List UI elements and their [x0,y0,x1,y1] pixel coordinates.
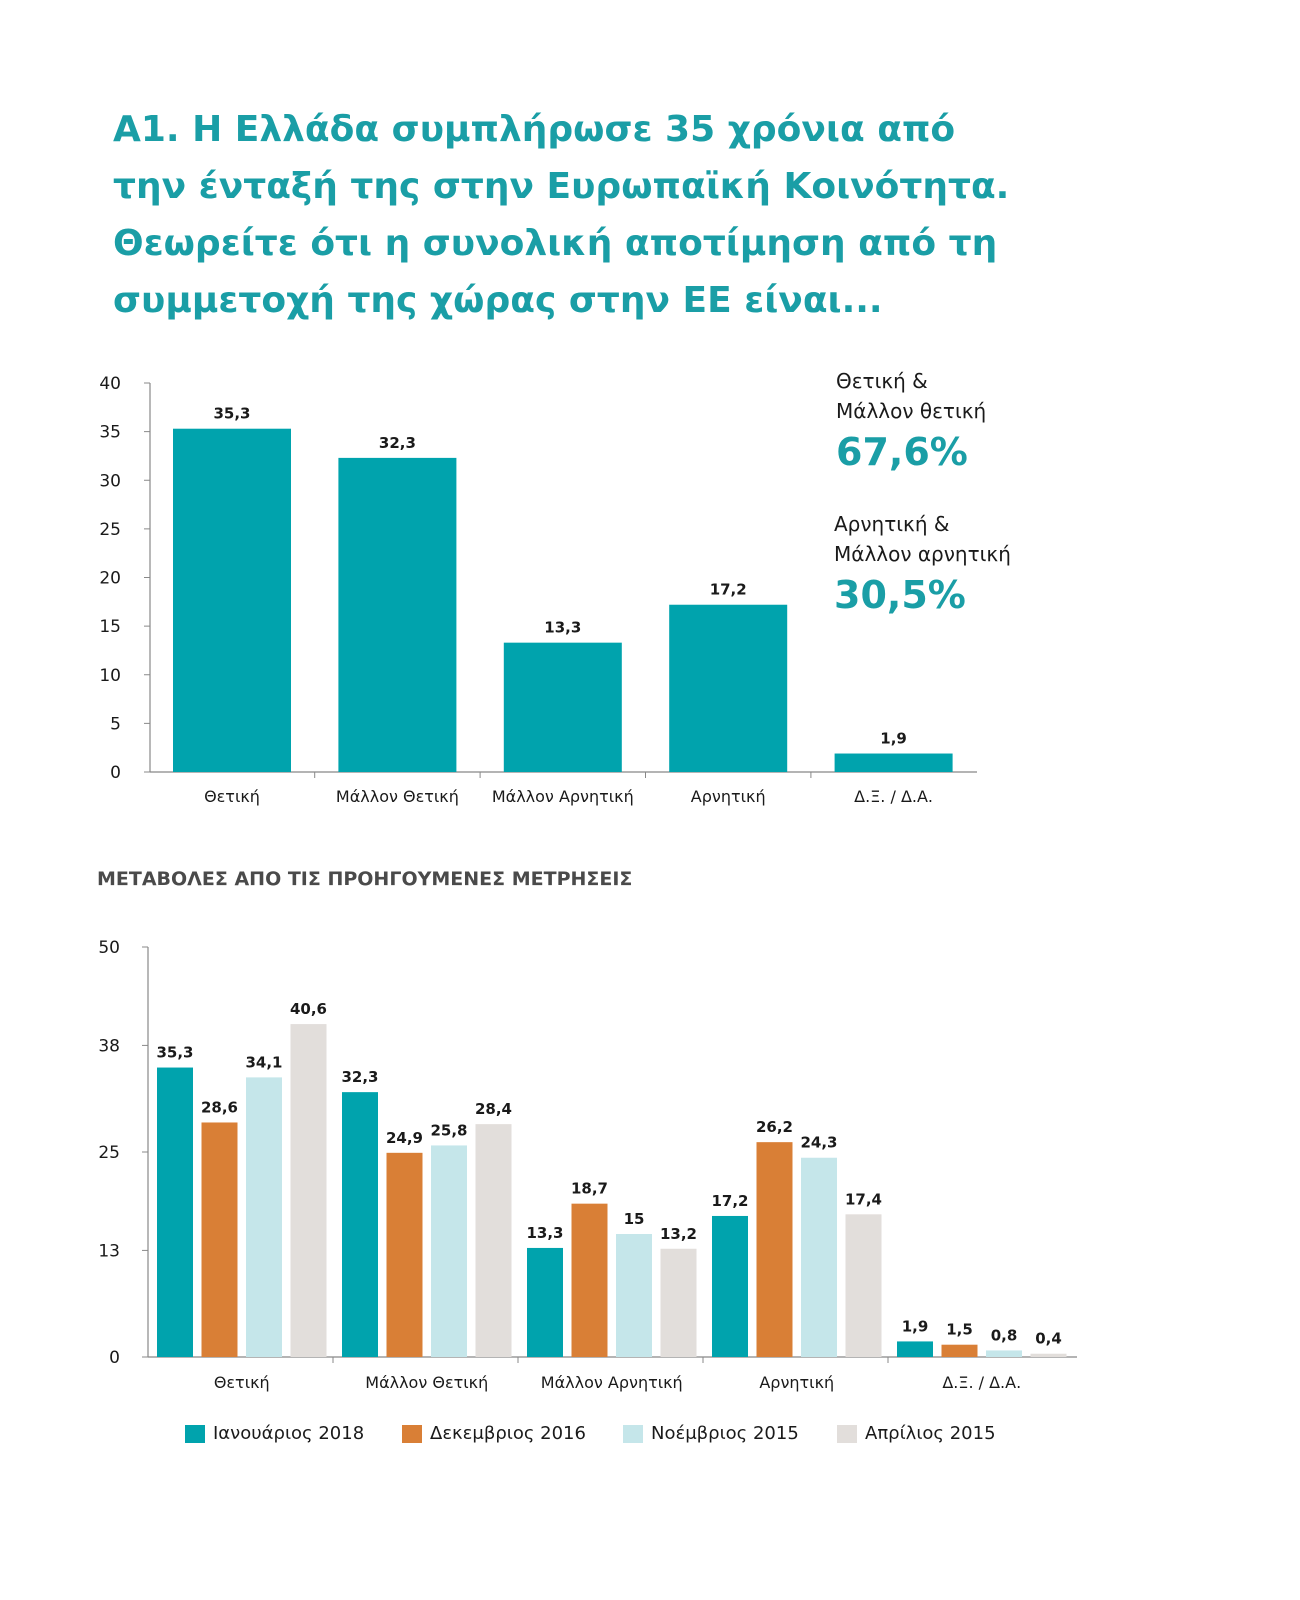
y-tick-label: 25 [98,1143,120,1163]
positive-summary-label: Μάλλον θετική [836,399,987,423]
bar [475,1124,512,1357]
positive-summary-label: Θετική & [836,369,928,393]
category-label: Αρνητική [691,787,766,806]
bar [669,604,788,772]
y-tick-label: 0 [110,763,121,783]
positive-summary-value: 67,6% [836,430,968,474]
bar [834,753,953,772]
y-tick-label: 15 [99,617,121,637]
bar [897,1341,933,1357]
title-line: Θεωρείτε ότι η συνολική αποτίμηση από τη [113,223,998,264]
y-tick-label: 50 [98,938,120,958]
y-tick-label: 40 [99,374,121,394]
bar [616,1234,652,1357]
negative-summary-label: Αρνητική & [834,512,950,536]
bar-value-label: 15 [624,1210,645,1228]
category-label: Θετική [204,787,260,806]
category-label: Μάλλον Θετική [365,1373,488,1392]
bar [756,1142,793,1357]
page-title: Α1. Η Ελλάδα συμπλήρωσε 35 χρόνια από τη… [113,101,1113,329]
bar-value-label: 35,3 [156,1044,193,1062]
y-tick-label: 13 [98,1241,120,1261]
legend-label: Νοέμβριος 2015 [651,1423,799,1444]
bar [941,1344,978,1357]
bar [338,457,457,772]
bar [571,1203,608,1357]
category-label: Δ.Ξ. / Δ.Α. [854,787,933,806]
comparison-chart: 0 13 25 38 50 35,3 28,6 34,1 40,6 Θετική 32,3 24,9 2… [98,938,1077,1392]
category-label: Δ.Ξ. / Δ.Α. [942,1373,1021,1392]
positive-summary: Θετική & Μάλλον θετική 67,6% [836,366,986,478]
legend-swatch [623,1425,643,1443]
bar-value-label: 1,5 [946,1321,973,1339]
y-tick-label: 0 [109,1348,120,1368]
bar-value-label: 28,6 [201,1098,238,1116]
legend-label: Ιανουάριος 2018 [213,1423,365,1444]
bar-value-label: 35,3 [213,405,250,423]
category-label: Μάλλον Αρνητική [541,1373,683,1392]
negative-summary-value: 30,5% [834,573,966,617]
bar [845,1214,882,1357]
bar [342,1092,378,1357]
bar [386,1152,423,1357]
title-line: την ένταξή της στην Ευρωπαϊκή Κοινότητα. [113,166,1010,207]
bar [157,1067,193,1357]
legend-label: Απρίλιος 2015 [865,1423,996,1444]
bar-value-label: 25,8 [430,1121,467,1139]
bar [290,1024,327,1357]
bar-value-label: 17,2 [710,581,747,599]
bar-value-label: 32,3 [379,434,416,452]
title-line: συμμετοχή της χώρας στην ΕΕ είναι... [113,280,883,321]
bar-value-label: 0,4 [1035,1330,1062,1348]
bar-value-label: 17,2 [711,1192,748,1210]
bar [246,1077,282,1357]
bar [201,1122,238,1357]
bar-value-label: 1,9 [880,730,907,748]
y-tick-label: 5 [110,714,121,734]
bar-value-label: 18,7 [571,1180,608,1198]
legend-swatch [185,1425,205,1443]
bar-value-label: 0,8 [991,1326,1018,1344]
bar-value-label: 1,9 [902,1317,929,1335]
bar [1030,1353,1067,1357]
bar [712,1215,748,1357]
legend-swatch [402,1425,422,1443]
negative-summary: Αρνητική & Μάλλον αρνητική 30,5% [834,509,1011,621]
y-tick-label: 10 [99,666,121,686]
bar-value-label: 24,3 [800,1134,837,1152]
bar-value-label: 40,6 [290,1000,327,1018]
bar [527,1247,563,1357]
title-line: Α1. Η Ελλάδα συμπλήρωσε 35 χρόνια από [113,109,956,150]
y-tick-label: 30 [99,471,121,491]
comparison-subtitle: ΜΕΤΑΒΟΛΕΣ ΑΠΟ ΤΙΣ ΠΡΟΗΓΟΥΜΕΝΕΣ ΜΕΤΡΗΣΕΙΣ [97,868,633,890]
y-tick-label: 38 [98,1036,120,1056]
overall-assessment-chart: 0 5 10 15 20 25 30 35 40 35,3 Θετική 32,3 Μάλλον Θετ… [99,374,977,806]
bar-value-label: 13,2 [660,1225,697,1243]
category-label: Αρνητική [759,1373,834,1392]
bar-value-label: 17,4 [845,1190,882,1208]
bar [173,428,291,772]
bar-value-label: 32,3 [341,1068,378,1086]
y-tick-label: 35 [99,423,121,443]
bar [801,1157,837,1357]
bar-value-label: 34,1 [245,1053,282,1071]
bar [503,642,622,772]
bar-value-label: 24,9 [386,1129,423,1147]
bar-value-label: 13,3 [544,619,581,637]
y-tick-label: 20 [99,569,121,589]
bar-value-label: 26,2 [756,1118,793,1136]
bar [660,1248,697,1357]
category-label: Μάλλον Θετική [336,787,459,806]
category-label: Θετική [214,1373,270,1392]
bar-value-label: 13,3 [526,1224,563,1242]
legend-label: Δεκεμβριος 2016 [430,1423,586,1444]
bar [986,1350,1022,1357]
y-tick-label: 25 [99,520,121,540]
bar [431,1145,467,1357]
bar-value-label: 28,4 [475,1100,512,1118]
category-label: Μάλλον Αρνητική [492,787,634,806]
negative-summary-label: Μάλλον αρνητική [834,542,1011,566]
legend-swatch [837,1425,857,1443]
